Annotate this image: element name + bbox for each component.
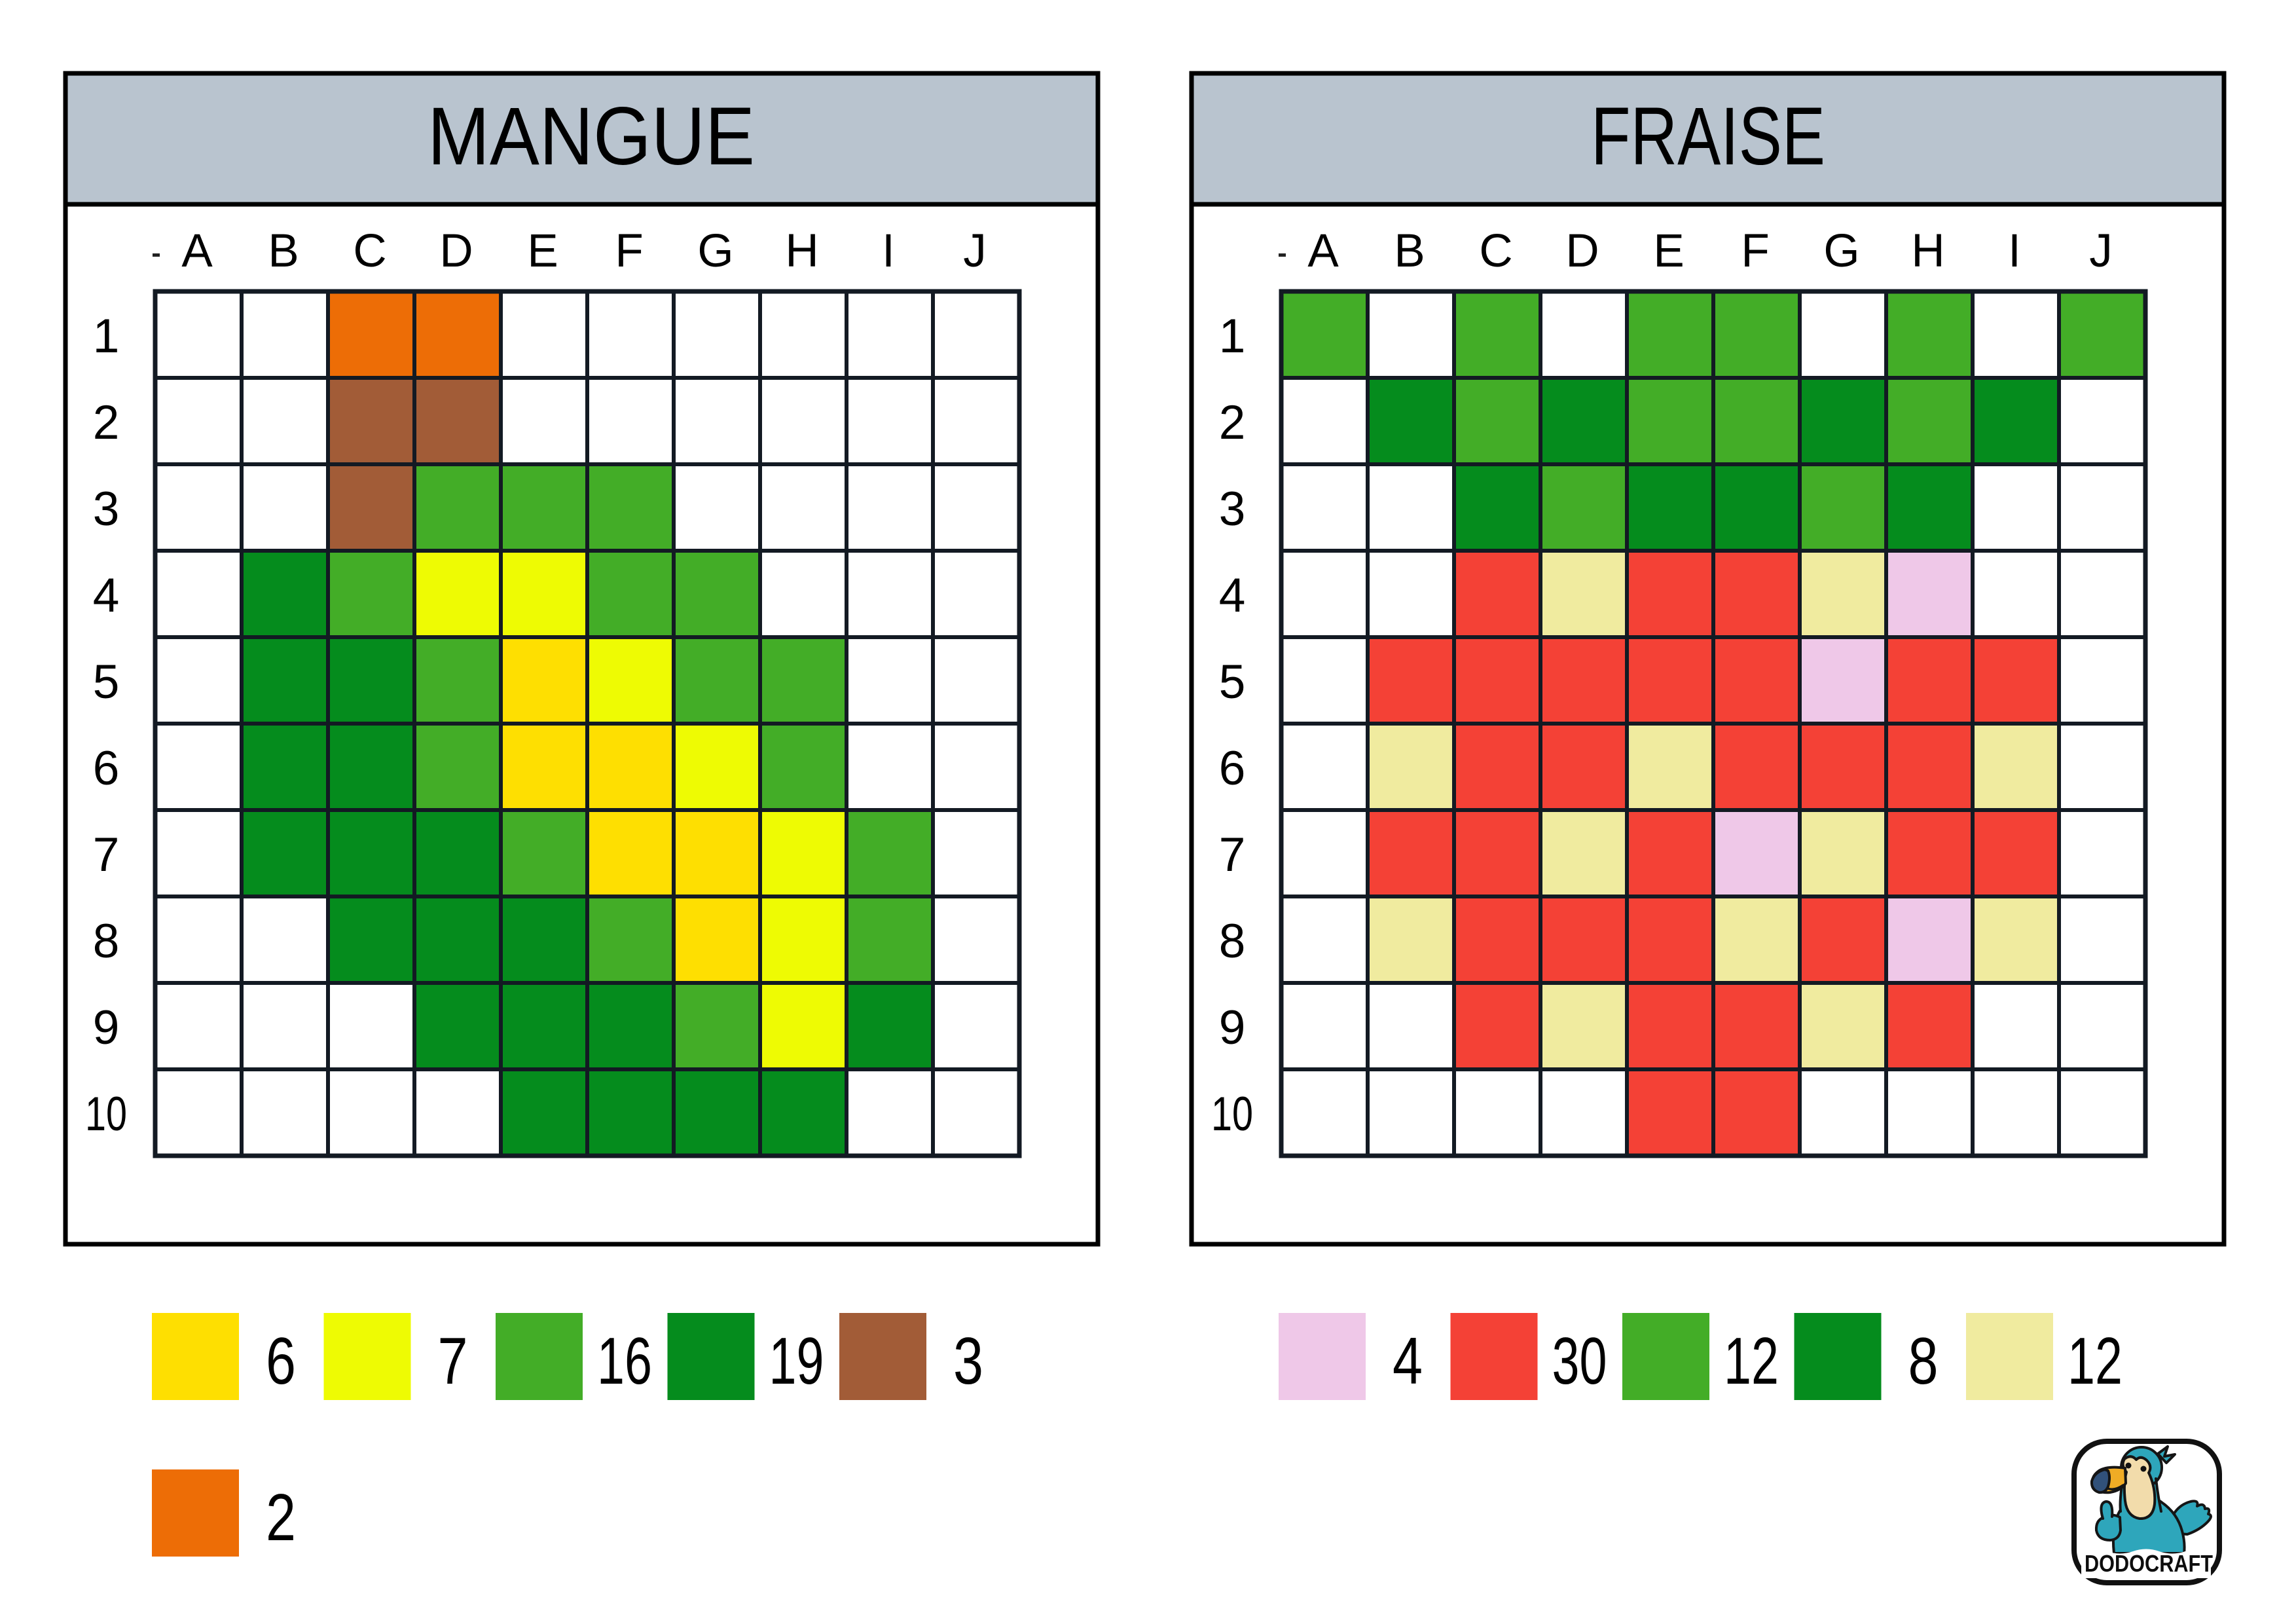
svg-text:F: F (1741, 225, 1769, 277)
svg-text:4: 4 (93, 569, 120, 622)
svg-text:5: 5 (1219, 655, 1246, 709)
svg-text:30: 30 (1552, 1325, 1607, 1398)
svg-text:J: J (963, 225, 987, 277)
svg-text:3: 3 (953, 1325, 983, 1398)
svg-text:C: C (353, 225, 386, 277)
svg-text:C: C (1479, 225, 1512, 277)
svg-text:6: 6 (266, 1325, 296, 1398)
svg-text:1: 1 (1219, 310, 1246, 363)
svg-text:3: 3 (1219, 483, 1246, 536)
svg-text:DODOCRAFT: DODOCRAFT (2085, 1550, 2213, 1577)
svg-text:4: 4 (1219, 569, 1246, 622)
svg-text:D: D (439, 225, 473, 277)
svg-text:I: I (882, 225, 895, 277)
svg-text:E: E (1653, 225, 1684, 277)
svg-text:2: 2 (266, 1481, 296, 1555)
svg-text:7: 7 (1219, 828, 1246, 881)
svg-text:MANGUE: MANGUE (428, 91, 755, 182)
svg-text:8: 8 (93, 915, 120, 968)
svg-text:E: E (527, 225, 558, 277)
svg-text:7: 7 (93, 828, 120, 881)
svg-text:16: 16 (597, 1325, 652, 1398)
svg-text:D: D (1565, 225, 1599, 277)
svg-text:8: 8 (1219, 915, 1246, 968)
svg-text:10: 10 (1211, 1088, 1253, 1141)
svg-text:8: 8 (1908, 1325, 1939, 1398)
svg-text:G: G (1823, 225, 1859, 277)
svg-text:12: 12 (2068, 1325, 2123, 1398)
svg-text:10: 10 (85, 1088, 127, 1141)
svg-text:3: 3 (93, 483, 120, 536)
svg-text:I: I (2008, 225, 2021, 277)
svg-text:6: 6 (1219, 742, 1246, 795)
svg-text:1: 1 (93, 310, 120, 363)
svg-text:H: H (1911, 225, 1944, 277)
svg-text:19: 19 (769, 1325, 824, 1398)
svg-text:12: 12 (1724, 1325, 1779, 1398)
svg-text:B: B (268, 225, 299, 277)
svg-text:2: 2 (1219, 396, 1246, 449)
svg-text:A: A (181, 225, 213, 277)
svg-text:H: H (785, 225, 818, 277)
svg-text:G: G (697, 225, 733, 277)
svg-text:B: B (1394, 225, 1425, 277)
svg-text:A: A (1307, 225, 1339, 277)
svg-text:4: 4 (1393, 1325, 1423, 1398)
svg-text:9: 9 (93, 1001, 120, 1054)
svg-text:J: J (2089, 225, 2113, 277)
svg-text:FRAISE: FRAISE (1591, 91, 1825, 182)
svg-text:F: F (615, 225, 643, 277)
svg-text:5: 5 (93, 655, 120, 709)
svg-text:9: 9 (1219, 1001, 1246, 1054)
svg-text:2: 2 (93, 396, 120, 449)
svg-text:7: 7 (438, 1325, 468, 1398)
svg-text:6: 6 (93, 742, 120, 795)
